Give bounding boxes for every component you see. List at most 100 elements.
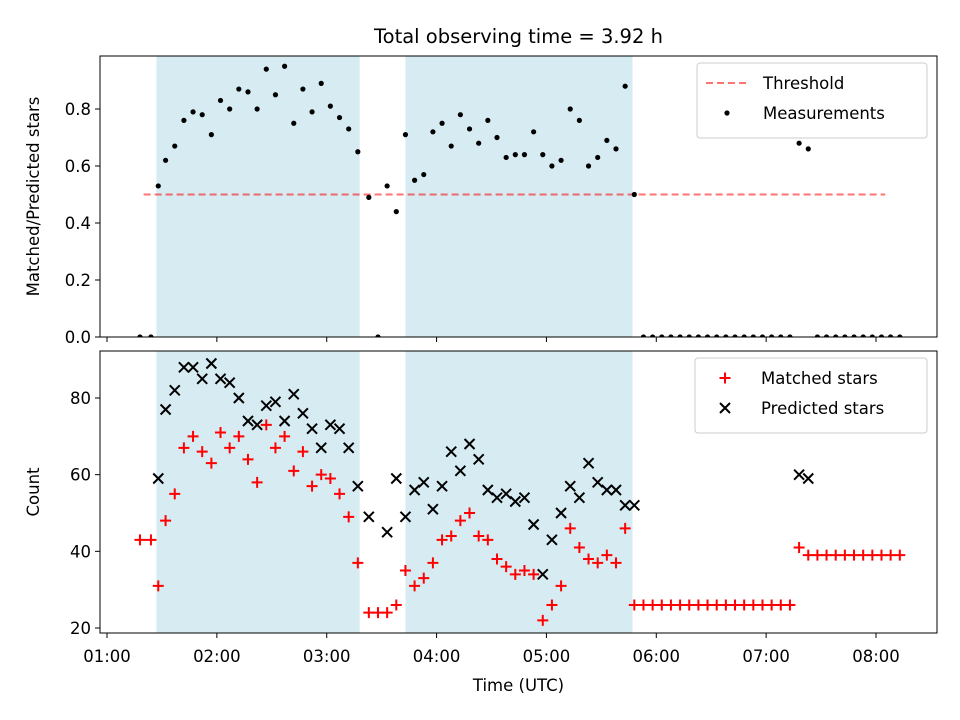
measurement-point: [254, 106, 260, 112]
predicted-star-point: [509, 495, 522, 508]
matched-star-point: [454, 515, 466, 527]
x-tick-label: 01:00: [83, 647, 131, 666]
predicted-star-point: [546, 534, 558, 546]
predicted-star-point: [399, 511, 412, 523]
predicted-star-point: [381, 526, 393, 538]
measurement-point: [402, 132, 409, 138]
measurement-point: [137, 334, 143, 337]
measurement-point: [750, 334, 756, 337]
predicted-star-point: [178, 361, 190, 374]
measurement-point: [300, 86, 306, 92]
legend: Threshold Measurements: [696, 62, 928, 139]
measurement-point: [686, 334, 692, 337]
matched-star-point: [555, 580, 567, 592]
predicted-star-point: [582, 457, 595, 469]
axes-frame: [99, 55, 938, 338]
predicted-star-point: [482, 484, 494, 496]
measurement-point: [741, 334, 747, 337]
measurement-point: [585, 163, 592, 169]
matched-star-point: [390, 599, 402, 611]
predicted-star-point: [537, 568, 549, 581]
matched-star-point: [546, 599, 558, 611]
predicted-star-point: [352, 480, 364, 492]
measurement-point: [732, 334, 738, 337]
predicted-star-point: [454, 465, 467, 477]
top-panel: 0.0 0.2 0.4 0.6 0.8 Matched/Predicted stars To…: [24, 25, 938, 347]
y-axis-label: Matched/Predicted stars: [24, 97, 43, 297]
predicted-star-point: [610, 484, 622, 496]
x-tick-label: 08:00: [852, 647, 900, 666]
matched-star-point: [409, 580, 421, 592]
matched-star-point: [297, 446, 309, 458]
matched-star-point: [145, 534, 157, 546]
matched-star-point: [306, 480, 318, 492]
matched-star-point: [573, 542, 585, 553]
measurement-point: [787, 334, 793, 337]
matched-star-point: [894, 549, 906, 561]
measurement-point: [393, 209, 399, 215]
predicted-star-point: [564, 480, 576, 492]
measurement-point: [823, 334, 830, 337]
legend-predicted-swatch: [719, 402, 731, 414]
matched-star-point: [528, 568, 540, 580]
matched-star-point: [152, 580, 164, 592]
predicted-star-point: [196, 373, 208, 385]
observing-interval-span: [156, 351, 360, 633]
measurement-point: [448, 143, 454, 149]
chart-title: Total observing time = 3.92 h: [373, 25, 663, 48]
predicted-star-point: [527, 518, 540, 531]
measurement-point: [860, 334, 866, 337]
measurement-point: [421, 171, 427, 178]
matched-star-point: [619, 522, 631, 534]
legend-label: Matched stars: [761, 369, 878, 388]
matched-star-point: [610, 557, 622, 569]
measurement-point: [695, 334, 701, 337]
x-tick-label: 04:00: [413, 647, 461, 666]
matched-star-point: [399, 565, 411, 576]
matched-star-point: [784, 599, 796, 611]
predicted-star-point: [491, 491, 503, 504]
measurement-point: [466, 126, 473, 132]
predicted-star-point: [363, 511, 375, 523]
matched-star-point: [242, 453, 254, 465]
matched-star-point: [427, 557, 439, 569]
predicted-star-point: [518, 491, 531, 504]
measurement-point: [878, 334, 885, 337]
measurement-point: [677, 334, 683, 337]
predicted-star-point: [427, 503, 439, 515]
matched-star-point: [233, 430, 245, 442]
measurement-point: [155, 183, 161, 189]
matched-star-point: [324, 473, 336, 484]
predicted-star-point: [601, 484, 613, 496]
x-tick-label: 05:00: [523, 647, 571, 666]
predicted-star-point: [390, 472, 402, 485]
measurement-point: [476, 140, 482, 146]
matched-star-point: [491, 553, 503, 565]
measurement-point: [162, 157, 169, 163]
observing-interval-span: [156, 56, 360, 337]
predicted-star-point: [793, 468, 805, 481]
matched-star-point: [178, 442, 190, 454]
matched-star-point: [279, 430, 291, 442]
y-tick-label: 40: [70, 542, 91, 561]
predicted-star-point: [333, 422, 346, 435]
predicted-star-point: [342, 442, 355, 454]
measurement-point: [181, 117, 187, 123]
predicted-star-point: [324, 419, 337, 431]
matched-star-point: [500, 561, 512, 573]
measurement-point: [263, 66, 269, 72]
measurement-point: [309, 109, 315, 115]
measurement-point: [540, 152, 546, 158]
predicted-star-point: [555, 507, 567, 519]
y-tick-label: 0.2: [65, 271, 91, 290]
predicted-star-point: [573, 491, 586, 504]
measurement-point: [613, 146, 619, 152]
measurement-point: [897, 334, 903, 337]
measurement-point: [512, 152, 518, 158]
matched-star-point: [473, 530, 485, 542]
matched-star-point: [205, 457, 217, 469]
matched-star-point: [269, 442, 281, 454]
predicted-star-point: [297, 407, 309, 420]
predicted-star-point: [802, 472, 814, 485]
predicted-star-point: [278, 415, 291, 427]
